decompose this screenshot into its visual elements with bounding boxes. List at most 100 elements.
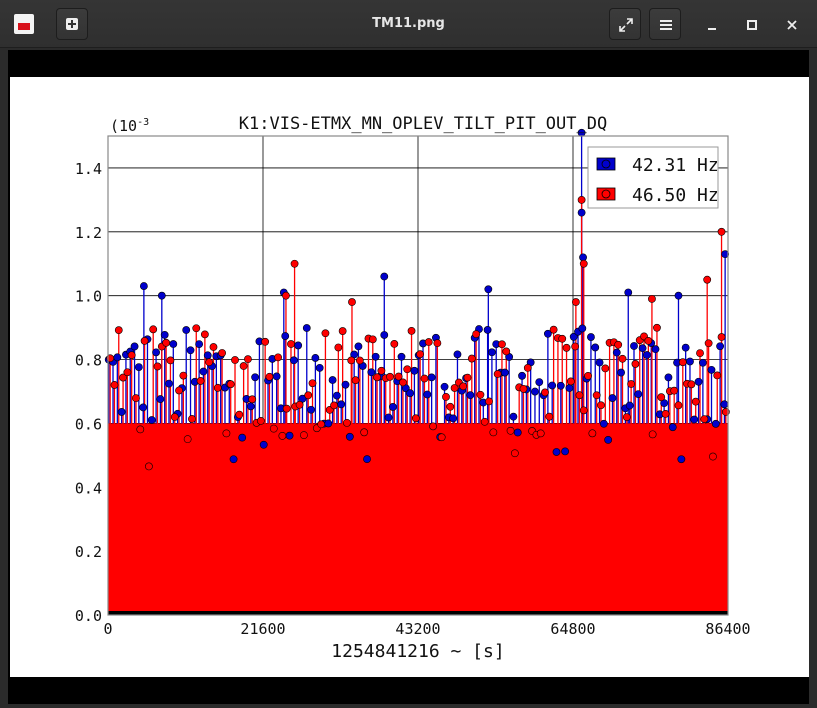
- data-point: [592, 391, 601, 400]
- data-point: [648, 294, 656, 303]
- data-point: [399, 378, 407, 387]
- data-point: [226, 380, 235, 389]
- new-window-button[interactable]: [56, 8, 88, 40]
- data-point: [578, 324, 587, 333]
- hamburger-menu-icon: [660, 20, 672, 30]
- data-point: [587, 333, 595, 341]
- data-point: [308, 379, 317, 388]
- data-point: [139, 282, 148, 290]
- chart: (10-3 K1:VIS-ETMX_MN_OPLEV_TILT_PIT_OUT_…: [75, 114, 751, 662]
- data-point: [506, 426, 515, 435]
- data-point: [627, 380, 636, 388]
- close-icon[interactable]: [784, 17, 800, 33]
- data-point: [653, 323, 661, 332]
- data-point: [713, 371, 722, 380]
- data-point: [229, 455, 238, 464]
- data-point: [182, 326, 191, 334]
- data-point: [446, 402, 455, 411]
- new-window-plus-icon: [66, 18, 78, 30]
- data-point: [420, 374, 429, 383]
- data-point: [720, 400, 729, 409]
- data-point: [648, 430, 657, 439]
- data-point: [423, 390, 432, 399]
- data-point: [612, 348, 621, 357]
- y-tick-label: 0.2: [75, 543, 102, 561]
- data-point: [222, 429, 231, 438]
- data-point: [328, 376, 337, 384]
- data-point: [136, 425, 145, 434]
- data-point: [717, 333, 726, 341]
- data-point: [694, 377, 703, 386]
- data-point: [179, 371, 188, 380]
- legend-marker: [601, 189, 611, 199]
- data-point: [259, 440, 268, 449]
- fullscreen-expand-icon: [619, 18, 633, 32]
- data-point: [681, 343, 690, 352]
- minimize-icon[interactable]: [704, 17, 720, 33]
- data-point: [186, 346, 195, 355]
- data-point: [696, 349, 704, 358]
- legend: 42.31 Hz 46.50 Hz: [587, 146, 719, 209]
- data-point: [561, 447, 570, 456]
- data-point: [244, 355, 252, 364]
- x-tick-label: 64800: [550, 620, 595, 638]
- data-point: [205, 358, 214, 367]
- data-point: [556, 381, 565, 390]
- x-axis-label: 1254841216 ~ [s]: [331, 641, 504, 662]
- data-point: [604, 435, 613, 444]
- data-point: [442, 392, 450, 401]
- y-tick-label: 0.8: [75, 352, 102, 370]
- data-point: [552, 448, 561, 456]
- data-point: [195, 340, 204, 349]
- data-point: [265, 372, 274, 381]
- y-tick-label: 1.4: [75, 160, 102, 178]
- y-tick-label: 1.2: [75, 224, 102, 242]
- data-point: [175, 386, 183, 395]
- data-point: [523, 363, 532, 372]
- y-tick-label: 0.0: [75, 607, 102, 625]
- data-point: [488, 348, 496, 357]
- data-point: [390, 340, 399, 348]
- data-point: [289, 356, 298, 365]
- data-point: [368, 335, 377, 344]
- data-point: [145, 462, 153, 471]
- data-point: [246, 402, 255, 411]
- data-point: [160, 331, 169, 339]
- data-point: [668, 423, 677, 432]
- data-point: [304, 391, 313, 400]
- data-point: [690, 415, 699, 424]
- data-point: [231, 356, 239, 364]
- data-point: [634, 390, 643, 398]
- plot-image: (10-3 K1:VIS-ETMX_MN_OPLEV_TILT_PIT_OUT_…: [10, 77, 809, 677]
- data-point: [311, 354, 320, 362]
- menu-button[interactable]: [649, 8, 681, 40]
- data-point: [518, 371, 526, 380]
- fullscreen-button[interactable]: [609, 8, 641, 40]
- legend-label: 42.31 Hz: [632, 155, 719, 176]
- data-point: [467, 354, 476, 363]
- data-point: [416, 350, 425, 359]
- data-point: [459, 382, 468, 391]
- data-point: [162, 338, 171, 347]
- data-point: [373, 373, 381, 382]
- data-point: [433, 339, 442, 348]
- data-point: [282, 404, 291, 413]
- data-point: [169, 340, 178, 348]
- window-title: TM11.png: [372, 16, 445, 31]
- data-point: [213, 383, 222, 392]
- data-point: [502, 347, 511, 356]
- x-tick-label: 0: [103, 620, 112, 638]
- data-point: [625, 401, 634, 410]
- data-point: [330, 401, 338, 410]
- data-point: [624, 288, 633, 297]
- data-point: [664, 373, 673, 382]
- data-point: [134, 363, 143, 371]
- data-point: [519, 384, 528, 393]
- data-point: [218, 349, 226, 357]
- data-point: [256, 416, 265, 425]
- data-point: [691, 397, 700, 406]
- data-point: [367, 368, 376, 377]
- data-point: [485, 397, 493, 406]
- maximize-icon[interactable]: [744, 17, 760, 33]
- data-point: [498, 340, 506, 349]
